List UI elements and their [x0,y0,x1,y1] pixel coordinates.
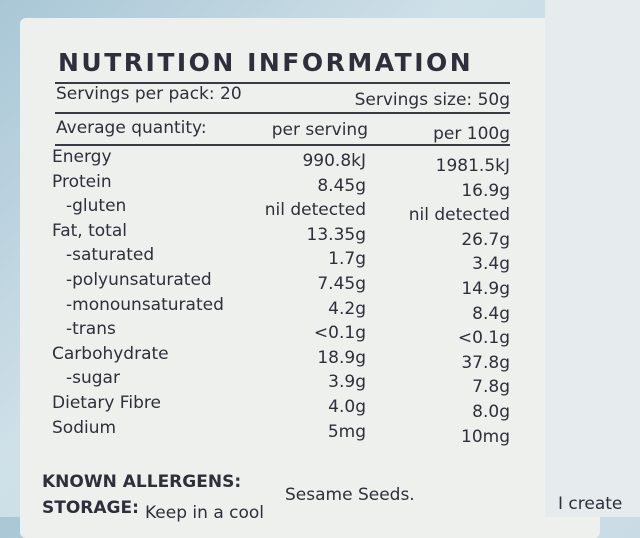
cell: 10mg [461,426,510,447]
cell: 1981.5kJ [435,156,510,176]
cell: 4.2g [328,298,366,319]
column-header: per serving [271,120,368,140]
cell: 18.9g [317,347,366,368]
row-label: -trans [66,319,116,340]
cell: 14.9g [461,279,510,299]
row-label: Dietary Fibre [52,393,161,413]
row-label: Energy [52,147,112,167]
cell: 37.8g [461,352,510,373]
rule [55,112,510,114]
column-header: Average quantity: [56,118,207,138]
cell: 990.8kJ [302,151,366,171]
serving-size: Servings size: 50g [354,90,510,110]
cell: 13.35g [306,224,366,245]
row-label: -polyunsaturated [66,270,212,290]
side-panel [545,0,640,517]
row-label: Carbohydrate [52,343,169,364]
storage-label: STORAGE: [42,498,139,518]
title: NUTRITION INFORMATION [58,48,474,77]
cell: 3.9g [328,372,366,393]
row-label: Sodium [52,417,117,438]
row-label: Protein [52,171,112,192]
cell: 16.9g [461,180,510,201]
label-panel [20,18,600,538]
cell: 8.0g [472,402,510,422]
row-label: -monounsaturated [66,294,224,315]
column-header: per 100g [433,124,510,144]
cell: 7.45g [317,274,366,294]
cell: 3.4g [472,254,510,275]
cell: 8.4g [472,303,510,324]
cell: nil detected [408,205,510,226]
allergens: Sesame Seeds. [285,485,415,505]
cell: <0.1g [457,328,510,349]
row-label: Fat, total [52,220,127,241]
cell: 5mg [327,421,366,442]
side-text: I create [558,494,623,514]
row-label: -gluten [66,196,127,217]
row-label: -saturated [66,245,155,266]
cell: 7.8g [472,377,510,398]
rule [55,82,510,84]
cell: <0.1g [313,323,366,344]
allergens-label: KNOWN ALLERGENS: [42,472,242,492]
cell: 1.7g [328,249,366,270]
row-label: -sugar [66,368,120,389]
cell: 8.45g [317,175,366,196]
cell: nil detected [264,200,366,221]
cell: 26.7g [461,229,510,250]
storage: Keep in a cool [145,503,265,523]
servings-per-pack: Servings per pack: 20 [56,84,242,104]
rule [55,144,510,146]
cell: 4.0g [328,397,366,417]
